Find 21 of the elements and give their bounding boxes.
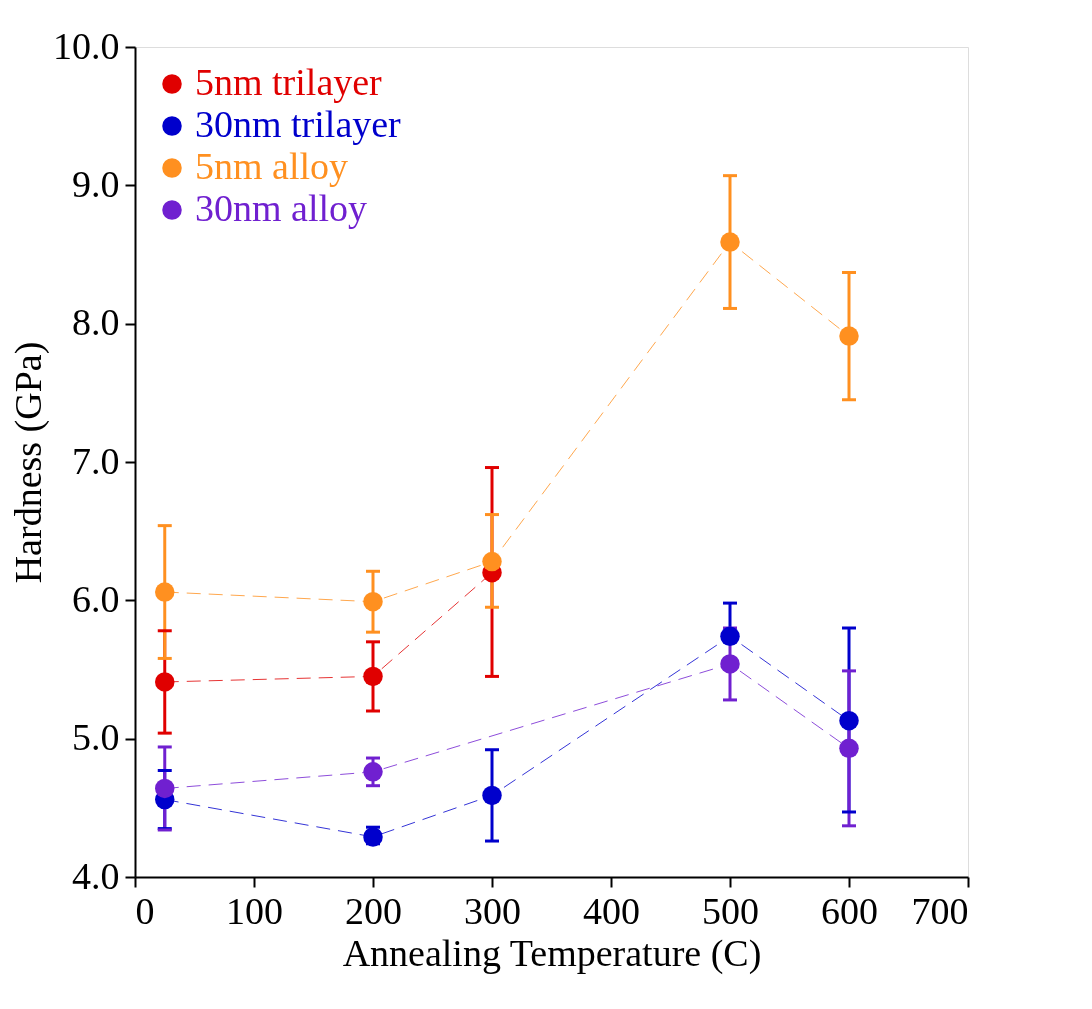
y-tick-label: 4.0 <box>72 854 120 897</box>
y-tick-label: 6.0 <box>72 577 120 620</box>
x-axis-title: Annealing Temperature (C) <box>342 931 762 975</box>
y-axis-title: Hardness (GPa) <box>7 341 50 584</box>
x-tick-label: 500 <box>702 889 759 932</box>
legend-label: 30nm trilayer <box>195 103 402 145</box>
x-tick-label: 300 <box>464 889 521 932</box>
y-tick-label: 5.0 <box>72 716 120 759</box>
y-tick-label: 10.0 <box>53 24 120 67</box>
x-tick-label: 200 <box>345 889 402 932</box>
y-tick-label: 7.0 <box>72 439 120 482</box>
x-tick-label: 0 <box>135 889 155 932</box>
x-tick-label: 700 <box>911 889 969 932</box>
x-tick-label: 600 <box>821 889 878 932</box>
y-tick-label: 9.0 <box>72 162 120 205</box>
legend-label: 30nm alloy <box>195 187 368 229</box>
x-tick-label: 100 <box>226 889 283 932</box>
legend-label: 5nm alloy <box>195 145 349 187</box>
x-tick-label: 400 <box>583 889 640 932</box>
y-tick-label: 8.0 <box>72 301 120 344</box>
legend-label: 5nm trilayer <box>195 61 383 103</box>
